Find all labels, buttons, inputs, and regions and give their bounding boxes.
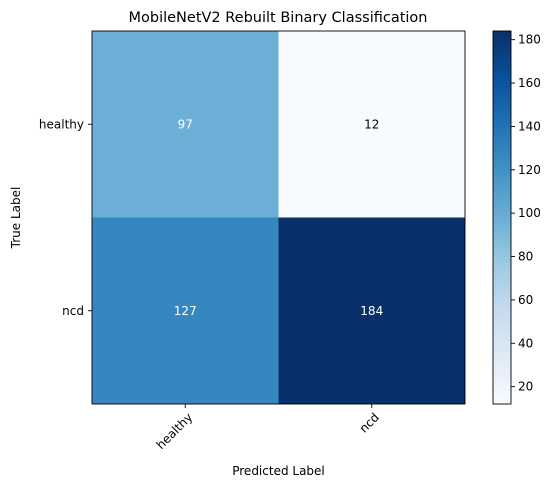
cell-value-label: 97 bbox=[178, 117, 193, 131]
heatmap-cell-ncd-healthy bbox=[92, 217, 279, 404]
x-axis-label: Predicted Label bbox=[232, 464, 325, 478]
cell-value-labels: 97 12 127 184 bbox=[174, 117, 383, 318]
cell-value-label: 127 bbox=[174, 304, 197, 318]
heatmap-cell-ncd-ncd bbox=[278, 217, 465, 404]
colorbar-tick-label: 140 bbox=[518, 119, 541, 133]
colorbar bbox=[492, 30, 512, 405]
chart-title: MobileNetV2 Rebuilt Binary Classificatio… bbox=[128, 10, 427, 26]
colorbar-ticks: 20 40 60 80 100 120 140 160 180 bbox=[511, 33, 541, 394]
colorbar-tick-label: 160 bbox=[518, 76, 541, 90]
colorbar-tick-label: 100 bbox=[518, 206, 541, 220]
plot-frame bbox=[91, 30, 466, 405]
y-axis-ticks: healthy ncd bbox=[39, 117, 92, 318]
colorbar-tick-label: 60 bbox=[518, 293, 533, 307]
heatmap-cells bbox=[92, 31, 465, 404]
x-tick-label: ncd bbox=[357, 410, 382, 435]
colorbar-tick-label: 20 bbox=[518, 380, 533, 394]
y-tick-label: healthy bbox=[39, 117, 84, 131]
colorbar-tick-label: 40 bbox=[518, 336, 533, 350]
colorbar-tick-label: 120 bbox=[518, 163, 541, 177]
cell-value-label: 184 bbox=[360, 304, 383, 318]
x-tick-label: healthy bbox=[154, 410, 196, 452]
cell-value-label: 12 bbox=[364, 117, 379, 131]
y-tick-label: ncd bbox=[62, 304, 84, 318]
heatmap-cell-healthy-healthy bbox=[92, 31, 279, 218]
y-axis-label: True Label bbox=[9, 187, 23, 250]
x-axis-ticks: healthy ncd bbox=[154, 404, 382, 452]
colorbar-tick-label: 180 bbox=[518, 33, 541, 47]
heatmap-cell-healthy-ncd bbox=[278, 31, 465, 218]
colorbar-tick-label: 80 bbox=[518, 250, 533, 264]
